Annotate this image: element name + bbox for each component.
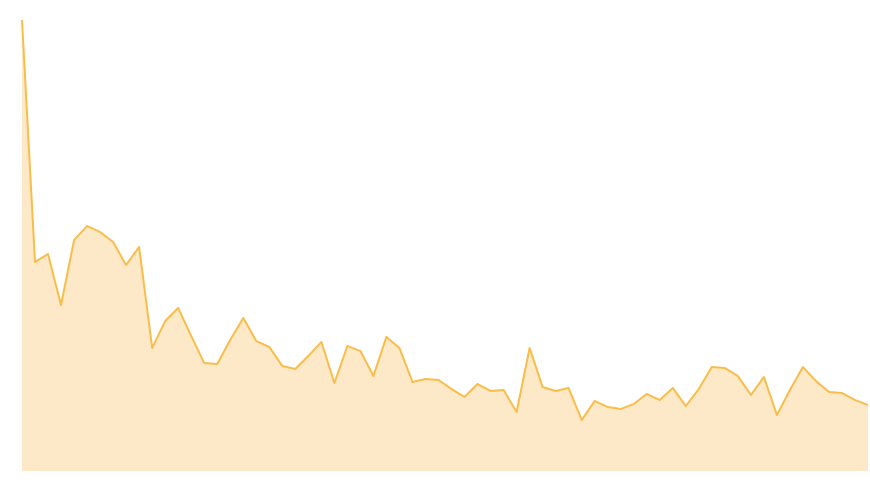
area-fill [22, 20, 868, 471]
area-line [21, 19, 869, 421]
